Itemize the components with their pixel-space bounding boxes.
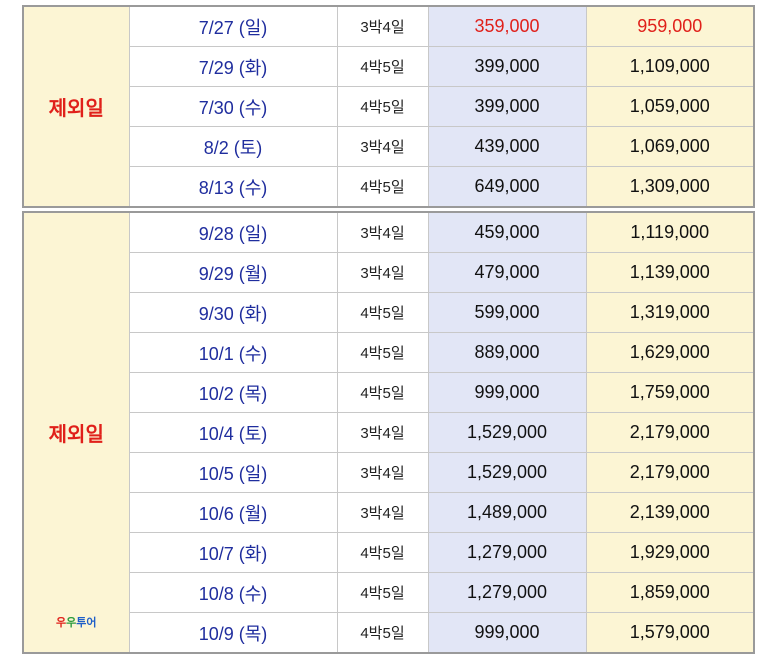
trip-duration-cell: 4박5일 <box>336 372 429 413</box>
price-premium-cell: 1,139,000 <box>585 252 755 293</box>
price-premium-cell: 1,059,000 <box>585 86 755 127</box>
trip-duration-cell: 4박5일 <box>336 572 429 613</box>
table-row: 제외일 우우투어 9/28 (일) 3박4일 459,000 1,119,000 <box>22 211 755 654</box>
table-row: 9/29 (월) 3박4일 479,000 1,139,000 <box>23 252 755 293</box>
price-premium-cell: 1,319,000 <box>585 292 755 333</box>
price-premium-cell: 2,179,000 <box>585 412 755 453</box>
excluded-dates-label-cell: 제외일 <box>22 5 130 208</box>
price-premium-cell: 1,579,000 <box>585 612 755 654</box>
departure-date-cell: 7/27 (일) <box>128 5 338 47</box>
price-premium-cell: 2,179,000 <box>585 452 755 493</box>
table-row: 10/8 (수) 4박5일 1,279,000 1,859,000 <box>23 572 755 613</box>
price-basic-cell: 999,000 <box>427 372 587 413</box>
table-row: 10/9 (목) 4박5일 999,000 1,579,000 <box>23 612 755 654</box>
trip-duration-cell: 4박5일 <box>336 166 429 208</box>
price-basic-cell: 1,529,000 <box>427 412 587 453</box>
price-basic-cell: 1,279,000 <box>427 572 587 613</box>
table-row: 10/5 (일) 3박4일 1,529,000 2,179,000 <box>23 452 755 493</box>
table-row: 10/2 (목) 4박5일 999,000 1,759,000 <box>23 372 755 413</box>
departure-date-cell: 10/9 (목) <box>128 612 338 654</box>
excluded-dates-label: 제외일 <box>48 424 104 446</box>
table-row: 10/4 (토) 3박4일 1,529,000 2,179,000 <box>23 412 755 453</box>
trip-duration-cell: 4박5일 <box>336 532 429 573</box>
trip-duration-cell: 3박4일 <box>336 5 429 47</box>
trip-duration-cell: 3박4일 <box>336 452 429 493</box>
price-basic-cell: 599,000 <box>427 292 587 333</box>
price-basic-cell: 359,000 <box>427 5 587 47</box>
price-premium-cell: 959,000 <box>585 5 755 47</box>
departure-date-cell: 10/4 (토) <box>128 412 338 453</box>
departure-date-cell: 10/8 (수) <box>128 572 338 613</box>
departure-date-cell: 10/6 (월) <box>128 492 338 533</box>
brand-logo: 우우투어 <box>24 614 129 630</box>
departure-date-cell: 8/2 (토) <box>128 126 338 167</box>
price-basic-cell: 439,000 <box>427 126 587 167</box>
departure-date-cell: 9/29 (월) <box>128 252 338 293</box>
table-row: 10/1 (수) 4박5일 889,000 1,629,000 <box>23 332 755 373</box>
departure-date-cell: 9/28 (일) <box>128 211 338 253</box>
price-basic-cell: 889,000 <box>427 332 587 373</box>
trip-duration-cell: 4박5일 <box>336 46 429 87</box>
schedule-table-summer: 제외일 7/27 (일) 3박4일 359,000 959,000 7/29 (화) 4박5… <box>22 5 755 208</box>
trip-duration-cell: 4박5일 <box>336 332 429 373</box>
logo-text-part: 투어 <box>76 617 97 629</box>
departure-date-cell: 10/5 (일) <box>128 452 338 493</box>
price-basic-cell: 479,000 <box>427 252 587 293</box>
price-premium-cell: 1,119,000 <box>585 211 755 253</box>
trip-duration-cell: 3박4일 <box>336 211 429 253</box>
price-premium-cell: 1,929,000 <box>585 532 755 573</box>
logo-text-part: 우 <box>56 617 67 629</box>
departure-date-cell: 10/1 (수) <box>128 332 338 373</box>
excluded-dates-label-cell: 제외일 우우투어 <box>22 211 130 654</box>
table-row: 7/29 (화) 4박5일 399,000 1,109,000 <box>23 46 755 87</box>
table-row: 8/13 (수) 4박5일 649,000 1,309,000 <box>23 166 755 208</box>
schedule-table-autumn: 제외일 우우투어 9/28 (일) 3박4일 459,000 1,119,000 9/29 … <box>22 211 755 654</box>
trip-duration-cell: 3박4일 <box>336 252 429 293</box>
trip-duration-cell: 4박5일 <box>336 292 429 333</box>
price-basic-cell: 459,000 <box>427 211 587 253</box>
price-premium-cell: 1,069,000 <box>585 126 755 167</box>
table-row: 10/7 (화) 4박5일 1,279,000 1,929,000 <box>23 532 755 573</box>
logo-text-part: 우 <box>66 617 77 629</box>
departure-date-cell: 8/13 (수) <box>128 166 338 208</box>
price-basic-cell: 399,000 <box>427 46 587 87</box>
departure-date-cell: 9/30 (화) <box>128 292 338 333</box>
price-premium-cell: 1,109,000 <box>585 46 755 87</box>
departure-date-cell: 7/29 (화) <box>128 46 338 87</box>
price-basic-cell: 1,279,000 <box>427 532 587 573</box>
trip-duration-cell: 4박5일 <box>336 612 429 654</box>
price-basic-cell: 1,529,000 <box>427 452 587 493</box>
table-row: 8/2 (토) 3박4일 439,000 1,069,000 <box>23 126 755 167</box>
departure-date-cell: 10/2 (목) <box>128 372 338 413</box>
price-basic-cell: 999,000 <box>427 612 587 654</box>
trip-duration-cell: 3박4일 <box>336 492 429 533</box>
price-basic-cell: 1,489,000 <box>427 492 587 533</box>
price-premium-cell: 1,309,000 <box>585 166 755 208</box>
table-row: 7/30 (수) 4박5일 399,000 1,059,000 <box>23 86 755 127</box>
trip-duration-cell: 3박4일 <box>336 412 429 453</box>
trip-duration-cell: 3박4일 <box>336 126 429 167</box>
price-premium-cell: 1,759,000 <box>585 372 755 413</box>
trip-duration-cell: 4박5일 <box>336 86 429 127</box>
excluded-dates-label: 제외일 <box>48 98 104 120</box>
table-row: 9/30 (화) 4박5일 599,000 1,319,000 <box>23 292 755 333</box>
price-premium-cell: 1,859,000 <box>585 572 755 613</box>
price-basic-cell: 399,000 <box>427 86 587 127</box>
price-premium-cell: 1,629,000 <box>585 332 755 373</box>
departure-date-cell: 10/7 (화) <box>128 532 338 573</box>
table-row: 10/6 (월) 3박4일 1,489,000 2,139,000 <box>23 492 755 533</box>
price-premium-cell: 2,139,000 <box>585 492 755 533</box>
table-row: 제외일 7/27 (일) 3박4일 359,000 959,000 <box>22 5 755 208</box>
price-basic-cell: 649,000 <box>427 166 587 208</box>
departure-date-cell: 7/30 (수) <box>128 86 338 127</box>
